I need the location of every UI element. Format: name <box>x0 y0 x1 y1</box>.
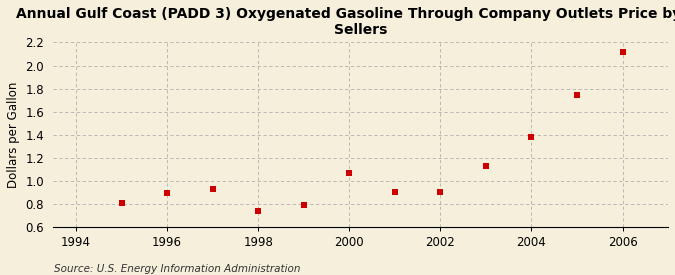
Point <box>253 208 264 213</box>
Point <box>389 190 400 194</box>
Title: Annual Gulf Coast (PADD 3) Oxygenated Gasoline Through Company Outlets Price by : Annual Gulf Coast (PADD 3) Oxygenated Ga… <box>16 7 675 37</box>
Point <box>344 170 354 175</box>
Point <box>162 191 173 196</box>
Point <box>116 200 127 205</box>
Point <box>207 186 218 191</box>
Point <box>572 93 583 98</box>
Text: Source: U.S. Energy Information Administration: Source: U.S. Energy Information Administ… <box>54 264 300 274</box>
Point <box>481 164 491 168</box>
Point <box>617 50 628 54</box>
Point <box>526 135 537 139</box>
Y-axis label: Dollars per Gallon: Dollars per Gallon <box>7 81 20 188</box>
Point <box>435 190 446 194</box>
Point <box>298 203 309 207</box>
